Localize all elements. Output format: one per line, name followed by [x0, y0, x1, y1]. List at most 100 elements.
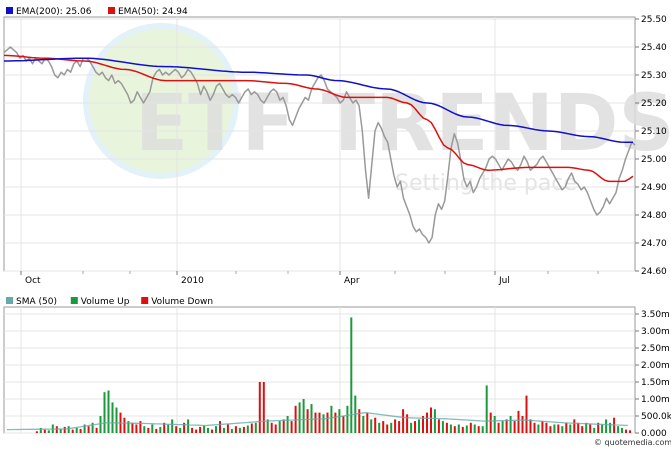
- price-series-line: [3, 46, 636, 244]
- volume-bar-down: [597, 422, 600, 433]
- watermark-globe-inner: [89, 29, 233, 173]
- volume-y-tick-label: 3.00m: [641, 327, 670, 337]
- volume-sma-line: [7, 411, 629, 431]
- volume-bar-up: [609, 422, 612, 433]
- volume-bar-down: [326, 412, 329, 433]
- price-y-tick-label: 24.70: [641, 239, 667, 249]
- volume-bar-down: [342, 416, 345, 433]
- volume-bar-down: [525, 395, 528, 433]
- volume-bar-down: [35, 431, 38, 433]
- volume-bar-down: [195, 429, 198, 433]
- volume-bar-up: [91, 422, 94, 433]
- volume-bar-up: [553, 424, 556, 433]
- volume-bar-down: [135, 424, 138, 433]
- volume-bar-up: [410, 422, 413, 433]
- ema50-series-line: [3, 54, 634, 183]
- volume-legend-label: Volume Down: [151, 297, 213, 307]
- volume-bar-down: [63, 426, 66, 433]
- price-y-tick-label: 25.20: [641, 99, 667, 109]
- volume-bar-up: [246, 425, 249, 433]
- price-legend-label: EMA(50): 24.94: [118, 7, 188, 17]
- price-legend-swatch: [108, 7, 115, 14]
- volume-bar-down: [477, 426, 480, 433]
- volume-bar-down: [139, 421, 142, 433]
- volume-bar-down: [374, 417, 377, 433]
- volume-bar-down: [242, 426, 245, 433]
- price-legend-swatch: [6, 7, 13, 14]
- volume-bar-up: [605, 419, 608, 433]
- volume-bar-up: [601, 424, 604, 433]
- volume-y-tick-label: 1.50m: [641, 378, 670, 388]
- volume-bar-up: [441, 421, 444, 433]
- volume-bar-down: [258, 382, 261, 433]
- volume-bar-down: [505, 419, 508, 433]
- volume-bar-up: [370, 419, 373, 433]
- volume-bar-up: [481, 426, 484, 433]
- volume-bar-up: [621, 427, 623, 433]
- volume-bar-up: [322, 414, 325, 433]
- volume-bar-down: [573, 419, 576, 433]
- volume-bar-down: [183, 422, 186, 433]
- volume-bar-up: [378, 422, 381, 433]
- volume-bar-up: [465, 425, 468, 433]
- volume-bar-up: [151, 424, 154, 433]
- price-y-tick-label: 25.10: [641, 127, 667, 137]
- volume-bar-down: [163, 422, 166, 433]
- volume-bar-up: [230, 428, 233, 433]
- volume-bar-up: [473, 424, 476, 433]
- volume-bar-up: [561, 426, 564, 433]
- volume-bar-up: [179, 427, 182, 433]
- price-y-tick-label: 25.50: [641, 15, 667, 25]
- volume-legend-swatch: [6, 297, 13, 304]
- volume-bar-up: [433, 409, 436, 433]
- volume-bar-down: [270, 422, 273, 433]
- volume-bar-up: [302, 399, 305, 433]
- volume-y-tick-label: 3.50m: [641, 310, 670, 320]
- volume-bar-up: [167, 424, 170, 433]
- volume-bar-down: [565, 422, 568, 433]
- volume-y-tick-label: 2.50m: [641, 344, 670, 354]
- volume-bar-down: [234, 426, 237, 433]
- volume-bar-down: [71, 429, 74, 433]
- footer-credit: © quotemedia.com: [594, 438, 671, 447]
- price-y-tick-label: 24.60: [641, 267, 667, 277]
- volume-bar-down: [219, 421, 221, 433]
- volume-bar-down: [414, 421, 416, 433]
- price-x-tick-label: Oct: [25, 276, 41, 286]
- volume-bar-up: [159, 426, 162, 433]
- volume-bar-up: [585, 422, 588, 433]
- volume-bar-down: [497, 422, 500, 433]
- volume-bar-up: [266, 419, 269, 433]
- watermark-tagline: Setting the pace: [395, 171, 577, 196]
- volume-bar-down: [577, 422, 580, 433]
- volume-bar-down: [517, 410, 520, 433]
- volume-bar-down: [581, 426, 584, 433]
- volume-bar-up: [203, 425, 206, 433]
- price-y-tick-label: 24.90: [641, 183, 667, 193]
- volume-bar-up: [390, 422, 393, 433]
- volume-y-tick-label: 0.000: [641, 429, 667, 439]
- volume-bar-up: [449, 424, 452, 433]
- volume-bar-down: [437, 419, 440, 433]
- volume-bar-down: [95, 427, 98, 433]
- volume-bar-up: [127, 421, 130, 433]
- volume-bar-up: [99, 416, 102, 433]
- volume-bar-up: [509, 416, 512, 433]
- volume-bar-up: [485, 385, 488, 433]
- volume-bar-down: [445, 422, 448, 433]
- volume-legend-swatch: [141, 297, 149, 304]
- price-y-tick-label: 25.30: [641, 71, 667, 81]
- volume-bar-down: [318, 412, 321, 433]
- ema200-series-line: [4, 57, 633, 143]
- volume-bar-down: [282, 419, 285, 433]
- price-y-tick-label: 25.00: [641, 155, 667, 165]
- volume-bar-down: [453, 426, 456, 433]
- volume-bar-down: [250, 423, 253, 433]
- volume-bar-down: [262, 382, 265, 433]
- volume-bar-down: [489, 412, 492, 433]
- volume-bar-down: [545, 422, 548, 433]
- volume-bar-up: [143, 426, 146, 433]
- volume-bar-up: [501, 421, 504, 433]
